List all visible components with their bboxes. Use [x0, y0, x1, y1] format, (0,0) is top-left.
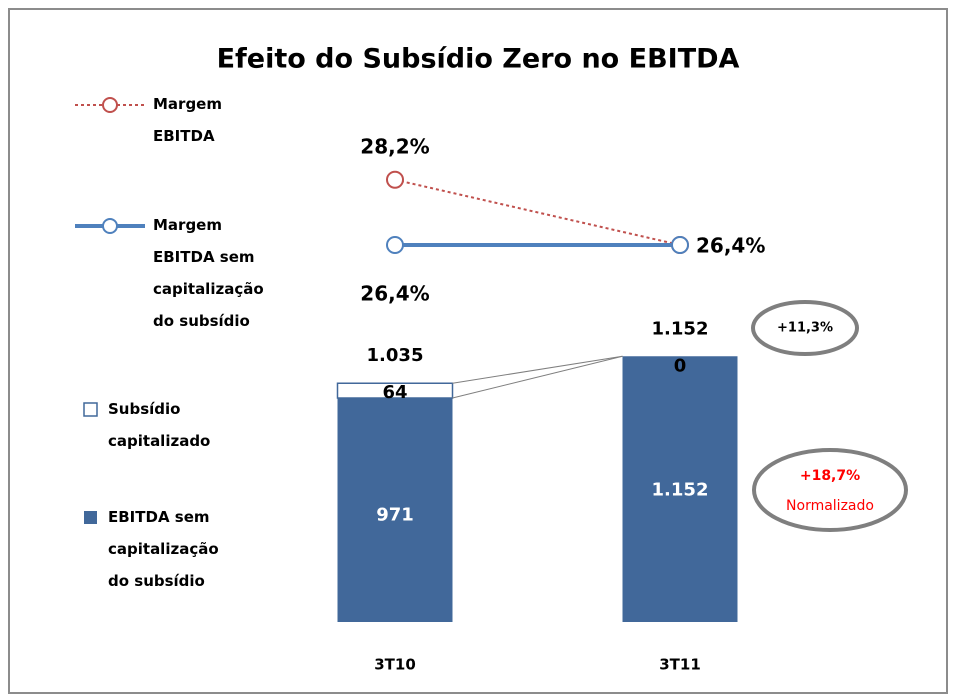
data-label: 28,2%: [360, 134, 429, 158]
bar: [622, 356, 738, 622]
connector: [452, 355, 623, 384]
line: [394, 178, 681, 246]
legend-label: Margem EBITDA sem capitalização do subsí…: [153, 216, 264, 330]
annotation: +18,7%: [800, 468, 860, 484]
total-label: 1.035: [367, 345, 424, 366]
annotation: +11,3%: [777, 321, 833, 336]
data-label: 64: [382, 382, 407, 403]
annotation: Normalizado: [786, 498, 874, 514]
data-label: 1.152: [652, 480, 709, 501]
legend-swatch: [84, 511, 97, 524]
highlight-ellipse: [751, 300, 859, 356]
data-label: 0: [674, 355, 687, 376]
legend-label: Margem EBITDA: [153, 95, 222, 145]
data-label: 26,4%: [696, 234, 765, 258]
data-label: 971: [376, 505, 414, 526]
marker: [386, 170, 404, 189]
x-tick-label: 3T11: [659, 656, 701, 674]
total-label: 1.152: [652, 318, 709, 339]
marker: [671, 236, 689, 254]
connector: [452, 355, 623, 399]
bar: [337, 398, 453, 622]
data-label: 26,4%: [360, 282, 429, 306]
highlight-ellipse: [752, 448, 908, 532]
x-tick-label: 3T10: [374, 656, 416, 674]
frame: [8, 8, 948, 694]
bar: [336, 382, 454, 399]
legend-marker: [102, 97, 118, 113]
legend-swatch: [83, 402, 98, 417]
legend-marker: [102, 218, 118, 234]
marker: [386, 236, 404, 254]
legend-label: EBITDA sem capitalização do subsídio: [108, 508, 219, 590]
legend-label: Subsídio capitalizado: [108, 400, 211, 450]
chart-title: Efeito do Subsídio Zero no EBITDA: [217, 44, 740, 75]
